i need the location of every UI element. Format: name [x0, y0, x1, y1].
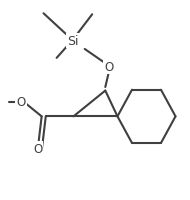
Text: O: O	[16, 96, 26, 109]
Text: O: O	[33, 142, 43, 155]
Text: O: O	[105, 61, 114, 74]
Text: Si: Si	[67, 34, 78, 47]
